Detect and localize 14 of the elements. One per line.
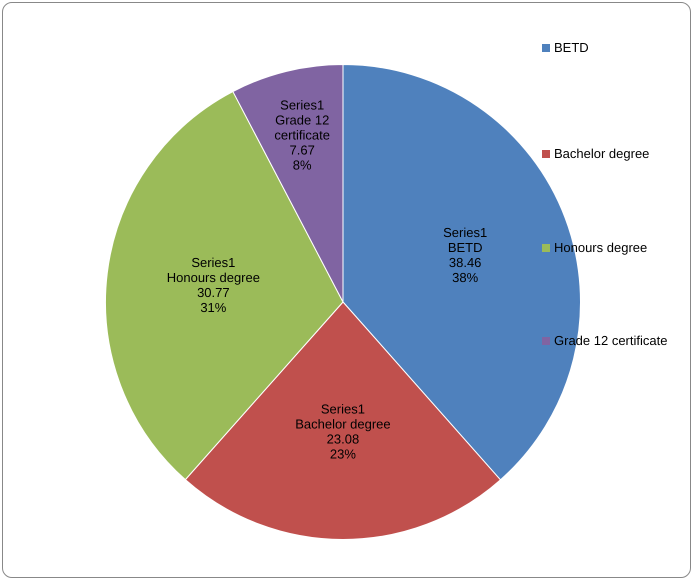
text: Series1 (320, 402, 365, 417)
data-label: 38.46 38% (448, 254, 482, 285)
legend-label: BETD (554, 40, 589, 55)
slice-label: Honours degree (166, 270, 260, 286)
data-label: 7.67 8% (290, 142, 315, 173)
slice-label: BETD (448, 240, 482, 255)
data-label: 30.77 31% (197, 285, 230, 316)
data-label: 23.08 23% (326, 432, 360, 462)
slice-label: Bachelor degree (295, 416, 391, 432)
text: Series1 (443, 224, 488, 240)
text: Series1 (191, 255, 236, 270)
slice-label: Series1 (280, 98, 324, 113)
legend-label: Bachelor degree (554, 146, 650, 161)
slice-label: Grade 12 certificate (274, 112, 330, 143)
